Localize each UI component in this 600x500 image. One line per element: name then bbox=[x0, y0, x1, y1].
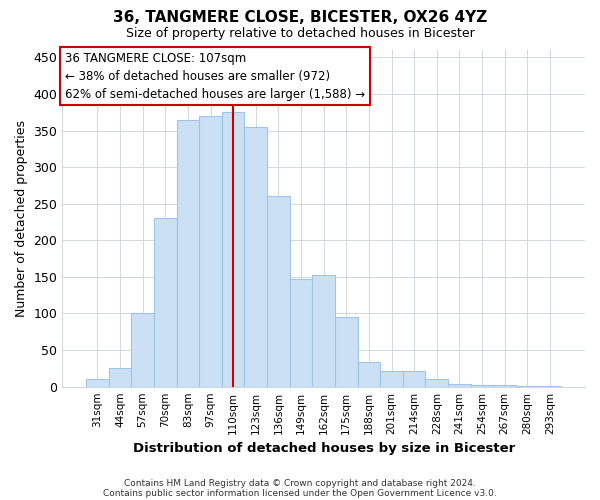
Text: 36, TANGMERE CLOSE, BICESTER, OX26 4YZ: 36, TANGMERE CLOSE, BICESTER, OX26 4YZ bbox=[113, 10, 487, 25]
Bar bbox=[448, 384, 471, 386]
Bar bbox=[471, 385, 493, 386]
Y-axis label: Number of detached properties: Number of detached properties bbox=[15, 120, 28, 317]
Bar bbox=[290, 279, 313, 386]
Bar bbox=[176, 120, 199, 386]
Bar bbox=[425, 380, 448, 386]
Text: Size of property relative to detached houses in Bicester: Size of property relative to detached ho… bbox=[125, 28, 475, 40]
Bar bbox=[380, 370, 403, 386]
X-axis label: Distribution of detached houses by size in Bicester: Distribution of detached houses by size … bbox=[133, 442, 515, 455]
Bar bbox=[86, 380, 109, 386]
Bar bbox=[244, 127, 267, 386]
Text: 36 TANGMERE CLOSE: 107sqm
← 38% of detached houses are smaller (972)
62% of semi: 36 TANGMERE CLOSE: 107sqm ← 38% of detac… bbox=[65, 52, 365, 100]
Bar bbox=[109, 368, 131, 386]
Bar bbox=[403, 370, 425, 386]
Bar bbox=[493, 385, 516, 386]
Bar bbox=[267, 196, 290, 386]
Bar bbox=[199, 116, 222, 386]
Bar bbox=[313, 274, 335, 386]
Bar bbox=[154, 218, 176, 386]
Bar bbox=[222, 112, 244, 386]
Text: Contains HM Land Registry data © Crown copyright and database right 2024.: Contains HM Land Registry data © Crown c… bbox=[124, 478, 476, 488]
Bar bbox=[358, 362, 380, 386]
Text: Contains public sector information licensed under the Open Government Licence v3: Contains public sector information licen… bbox=[103, 488, 497, 498]
Bar bbox=[335, 317, 358, 386]
Bar bbox=[131, 314, 154, 386]
